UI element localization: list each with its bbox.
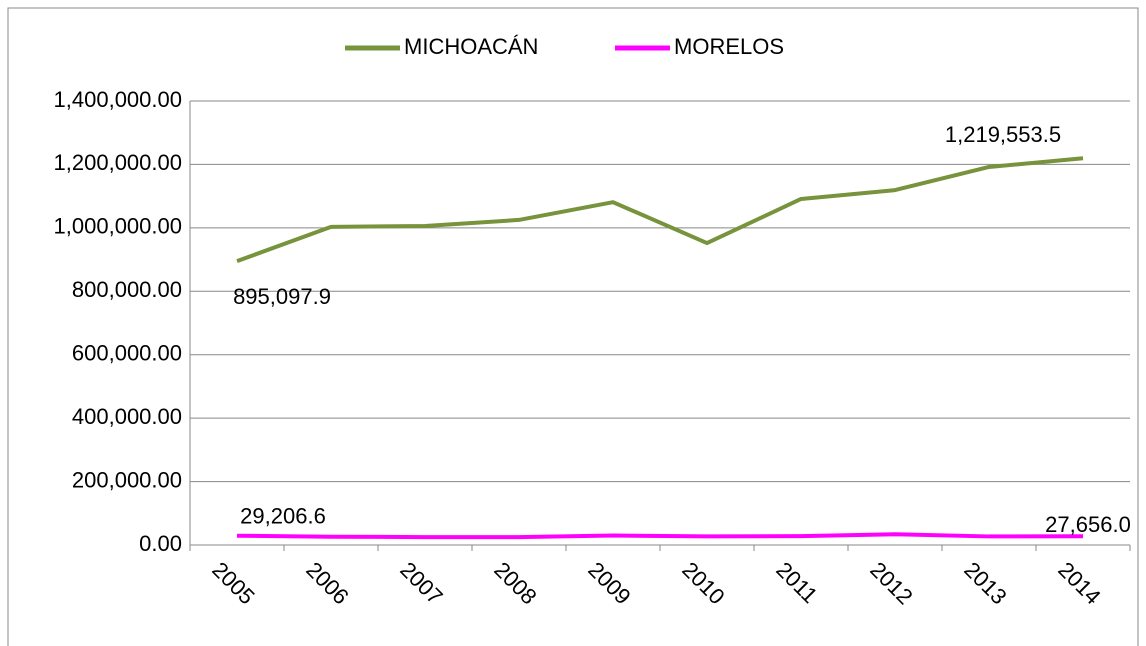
y-tick-label: 0.00 bbox=[139, 531, 182, 556]
y-tick-label: 800,000.00 bbox=[72, 277, 182, 302]
legend-label: MICHOACÁN bbox=[404, 34, 538, 59]
data-label: 1,219,553.5 bbox=[945, 122, 1061, 147]
y-tick-label: 400,000.00 bbox=[72, 404, 182, 429]
data-label: 29,206.6 bbox=[240, 504, 326, 529]
y-tick-label: 1,400,000.00 bbox=[54, 87, 182, 112]
chart-border bbox=[7, 7, 1139, 646]
y-tick-label: 200,000.00 bbox=[72, 467, 182, 492]
y-tick-label: 1,000,000.00 bbox=[54, 214, 182, 239]
y-tick-label: 1,200,000.00 bbox=[54, 150, 182, 175]
data-label: 895,097.9 bbox=[233, 284, 331, 309]
y-tick-label: 600,000.00 bbox=[72, 341, 182, 366]
series-line bbox=[236, 532, 1084, 540]
data-label: 27,656.0 bbox=[1045, 512, 1131, 537]
series-line bbox=[236, 156, 1084, 264]
legend-label: MORELOS bbox=[674, 34, 784, 59]
